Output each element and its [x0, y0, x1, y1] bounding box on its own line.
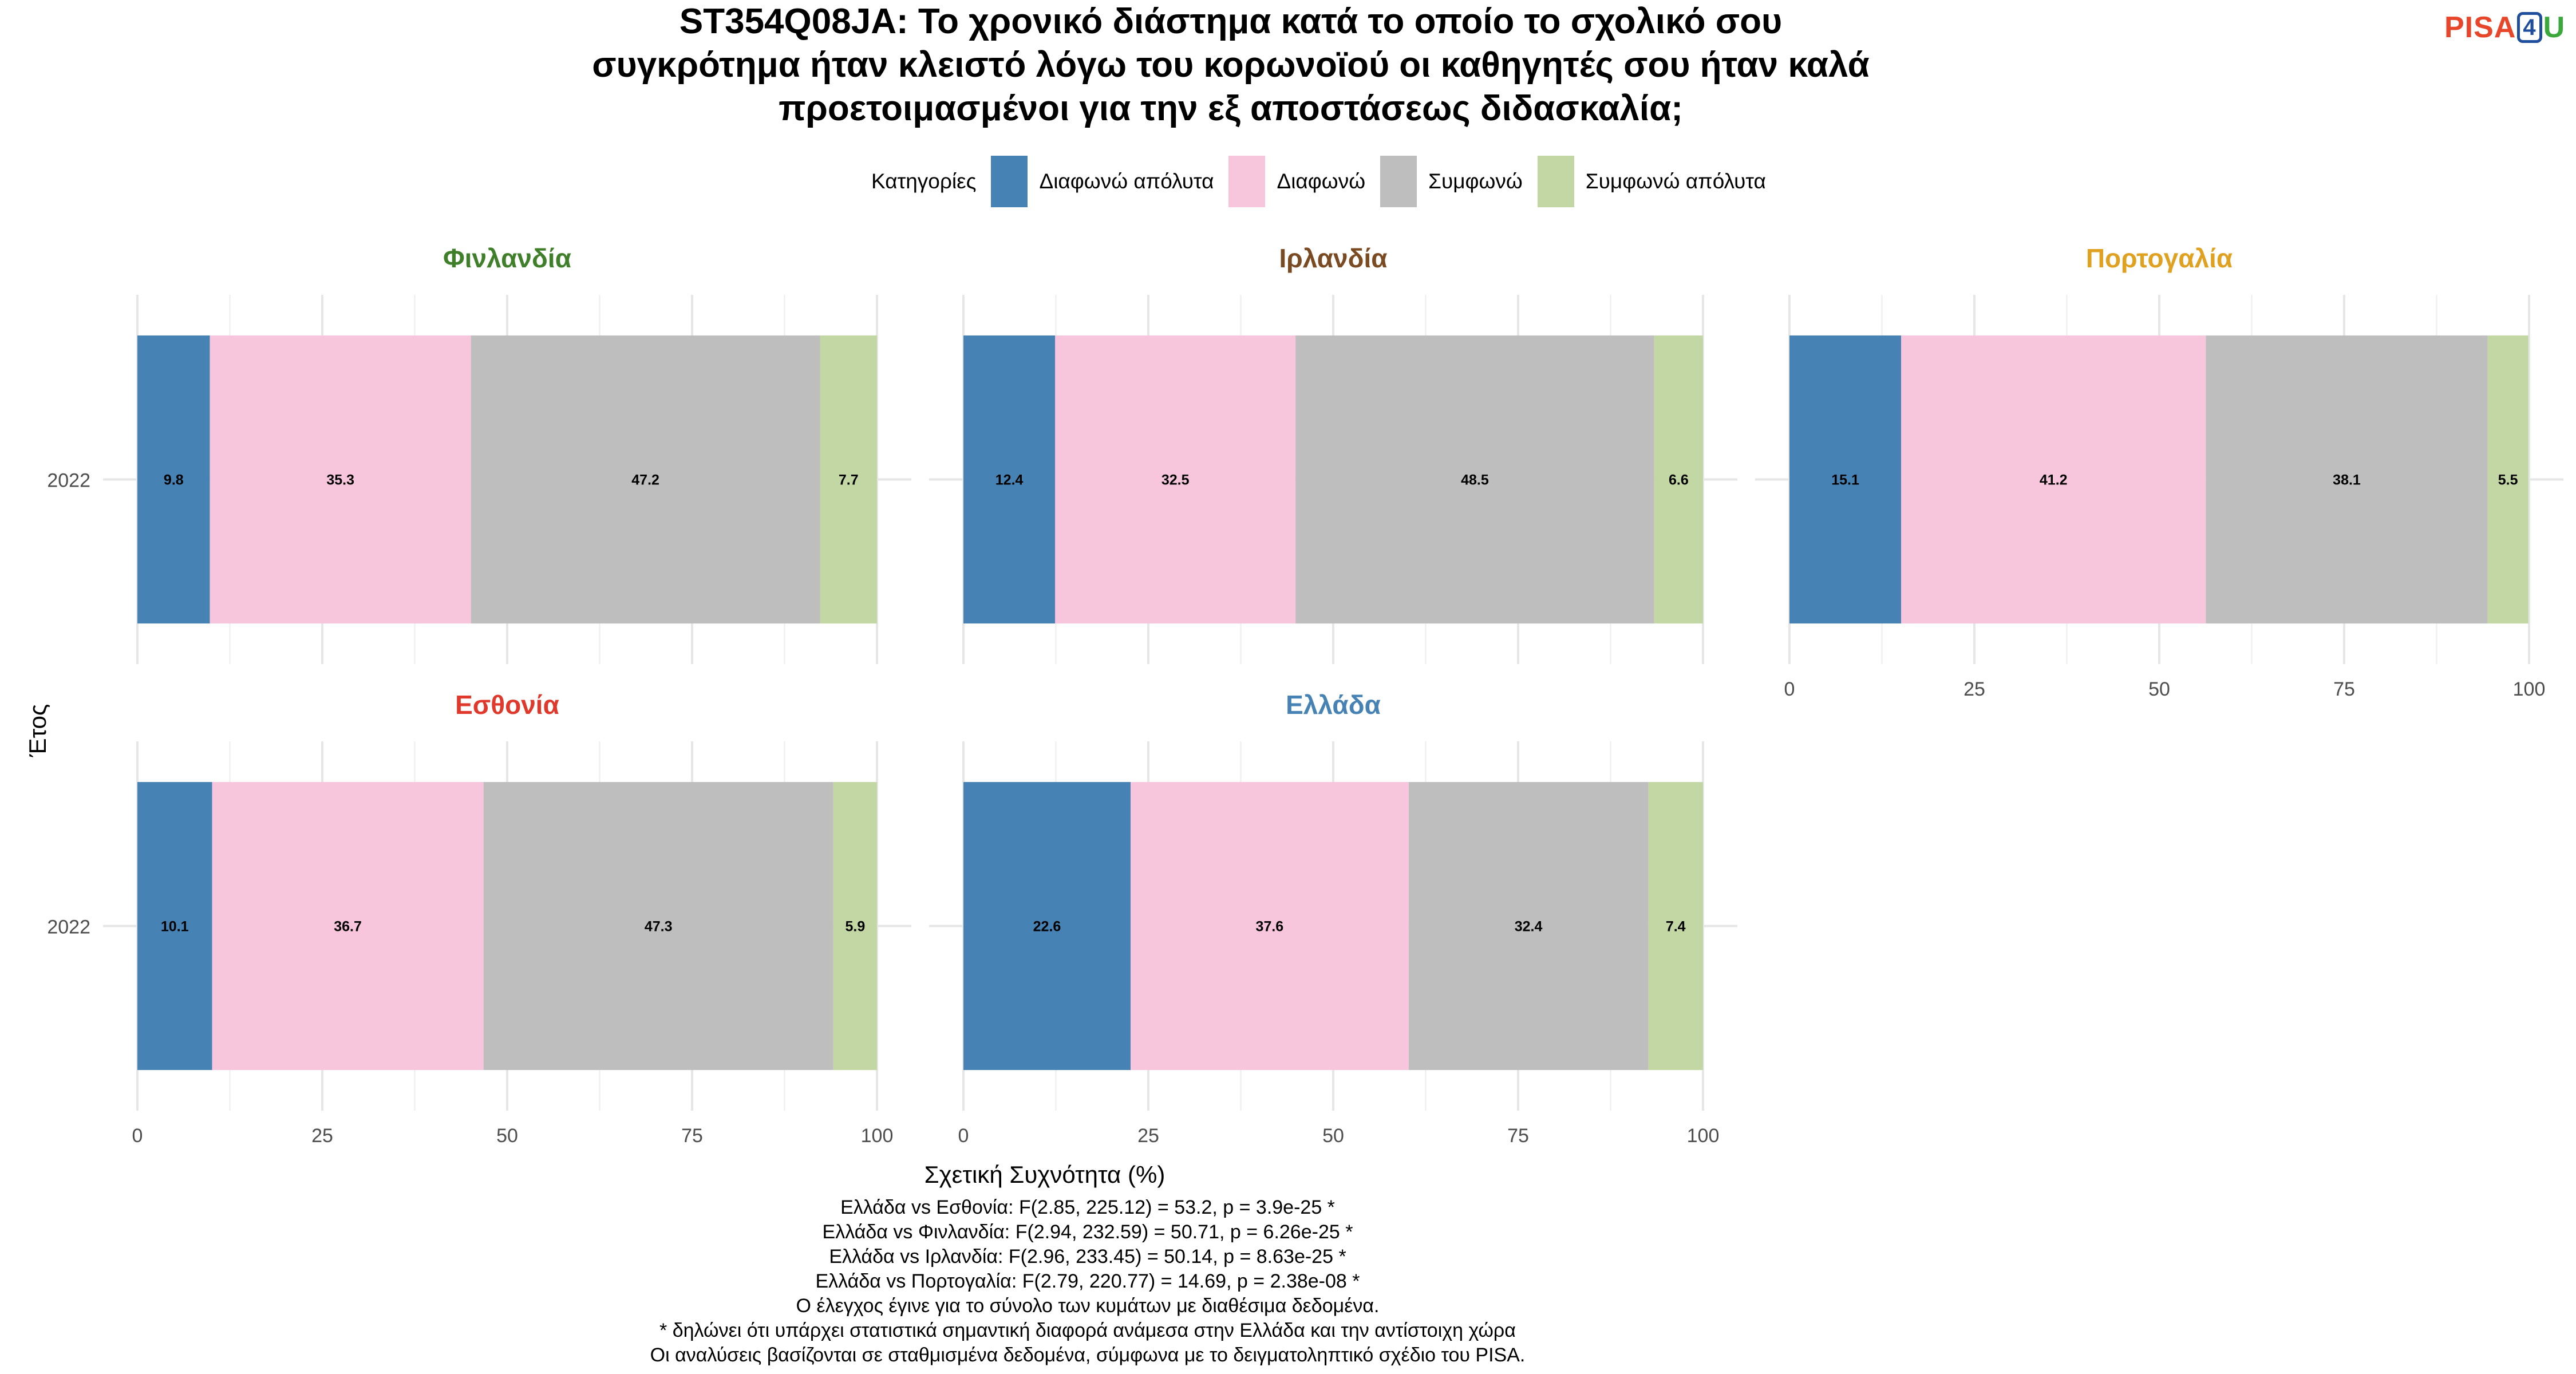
bar-segment	[820, 335, 877, 624]
legend-label: Διαφωνώ	[1277, 169, 1366, 193]
bar-segment	[212, 781, 484, 1071]
legend-label: Διαφωνώ απόλυτα	[1039, 169, 1214, 193]
bar-segment	[2487, 335, 2528, 624]
logo-text-4: 4	[2517, 12, 2542, 43]
y-tick-label: 2022	[47, 470, 90, 492]
data-label: 47.2	[631, 472, 659, 488]
data-label: 36.7	[334, 919, 362, 935]
bar-segment	[1901, 335, 2206, 624]
panel-title: Φινλανδία	[443, 243, 571, 273]
y-tick-label: 2022	[47, 917, 90, 938]
chart-caption: Ελλάδα vs Εσθονία: F(2.85, 225.12) = 53.…	[515, 1195, 1660, 1368]
data-label: 7.7	[839, 472, 859, 488]
bar-segment	[137, 335, 210, 624]
data-label: 32.5	[1161, 472, 1190, 488]
x-tick-label: 0	[958, 1125, 969, 1147]
chart-title-line: προετοιμασμένοι για την εξ αποστάσεως δι…	[779, 89, 1683, 128]
bar-segment	[963, 335, 1056, 624]
pisa4u-logo: PISA 4 U	[2444, 10, 2565, 45]
chart-title-line: ST354Q08JA: Το χρονικό διάστημα κατά το …	[679, 2, 1783, 41]
panel-title: Πορτογαλία	[2086, 243, 2233, 273]
data-label: 38.1	[2333, 472, 2361, 488]
data-label: 47.3	[645, 919, 673, 935]
bar-segment	[1654, 335, 1703, 624]
x-tick-label: 100	[1687, 1125, 1720, 1147]
data-label: 37.6	[1256, 919, 1284, 935]
bar-segment	[483, 781, 833, 1071]
x-tick-label: 25	[311, 1125, 333, 1147]
data-label: 5.5	[2498, 472, 2518, 488]
legend-key	[1228, 156, 1266, 207]
legend-key	[1537, 156, 1574, 207]
data-label: 10.1	[161, 919, 189, 935]
data-label: 48.5	[1461, 472, 1489, 488]
x-tick-label: 0	[1784, 678, 1795, 700]
bar-segment	[963, 781, 1131, 1071]
bar-segment	[833, 781, 877, 1071]
bar-segment	[210, 335, 471, 624]
caption-line: * δηλώνει ότι υπάρχει στατιστικά σημαντι…	[659, 1320, 1516, 1341]
x-tick-label: 75	[1507, 1125, 1529, 1147]
x-tick-label: 100	[861, 1125, 894, 1147]
panel-title: Ιρλανδία	[1279, 243, 1387, 273]
bar-segment	[1130, 781, 1409, 1071]
caption-line: Ελλάδα vs Ιρλανδία: F(2.96, 233.45) = 50…	[829, 1246, 1346, 1268]
data-label: 41.2	[2040, 472, 2068, 488]
legend-title: Κατηγορίες	[871, 169, 977, 193]
data-label: 5.9	[846, 919, 866, 935]
legend-label: Συμφωνώ απόλυτα	[1585, 169, 1766, 193]
bar-segment	[1055, 335, 1296, 624]
data-label: 35.3	[326, 472, 354, 488]
bar-segment	[471, 335, 820, 624]
legend: Κατηγορίες Διαφωνώ απόλυτα Διαφωνώ Συμφω…	[871, 156, 1766, 207]
caption-line: Οι αναλύσεις βασίζονται σε σταθμισμένα δ…	[650, 1344, 1526, 1366]
data-label: 7.4	[1666, 919, 1686, 935]
x-tick-label: 50	[496, 1125, 518, 1147]
x-tick-label: 75	[2333, 678, 2355, 700]
data-label: 6.6	[1669, 472, 1689, 488]
x-tick-label: 25	[1963, 678, 1985, 700]
chart-title-line: συγκρότημα ήταν κλειστό λόγω του κορωνοϊ…	[592, 45, 1870, 85]
caption-line: Ελλάδα vs Εσθονία: F(2.85, 225.12) = 53.…	[840, 1197, 1335, 1218]
data-label: 12.4	[995, 472, 1024, 488]
caption-line: Ελλάδα vs Φινλανδία: F(2.94, 232.59) = 5…	[822, 1221, 1353, 1243]
legend-key	[1380, 156, 1417, 207]
bar-segment	[1789, 335, 1902, 624]
data-label: 15.1	[1831, 472, 1859, 488]
data-label: 32.4	[1515, 919, 1543, 935]
panel-title: Ελλάδα	[1286, 690, 1381, 720]
bar-segment	[137, 781, 212, 1071]
bar-segment	[1295, 335, 1654, 624]
caption-line: Ο έλεγχος έγινε για το σύνολο των κυμάτω…	[796, 1295, 1380, 1317]
legend-key	[991, 156, 1028, 207]
y-axis-label: Έτος	[24, 704, 51, 757]
bar-segment	[2206, 335, 2488, 624]
bar-segment	[1648, 781, 1703, 1071]
bar-segment	[1408, 781, 1649, 1071]
legend-label: Συμφωνώ	[1428, 169, 1523, 193]
x-tick-label: 50	[1322, 1125, 1344, 1147]
chart-title: ST354Q08JA: Το χρονικό διάστημα κατά το …	[487, 0, 1975, 131]
logo-text-pisa: PISA	[2444, 11, 2516, 44]
x-tick-label: 75	[681, 1125, 703, 1147]
x-axis-label: Σχετική Συχνότητα (%)	[924, 1161, 1165, 1188]
data-label: 22.6	[1033, 919, 1061, 935]
x-tick-label: 0	[132, 1125, 143, 1147]
panel-title: Εσθονία	[455, 690, 559, 720]
data-label: 9.8	[164, 472, 184, 488]
x-tick-label: 100	[2513, 678, 2546, 700]
logo-text-u: U	[2543, 11, 2566, 44]
caption-line: Ελλάδα vs Πορτογαλία: F(2.79, 220.77) = …	[815, 1270, 1360, 1292]
x-tick-label: 25	[1137, 1125, 1159, 1147]
x-tick-label: 50	[2148, 678, 2170, 700]
